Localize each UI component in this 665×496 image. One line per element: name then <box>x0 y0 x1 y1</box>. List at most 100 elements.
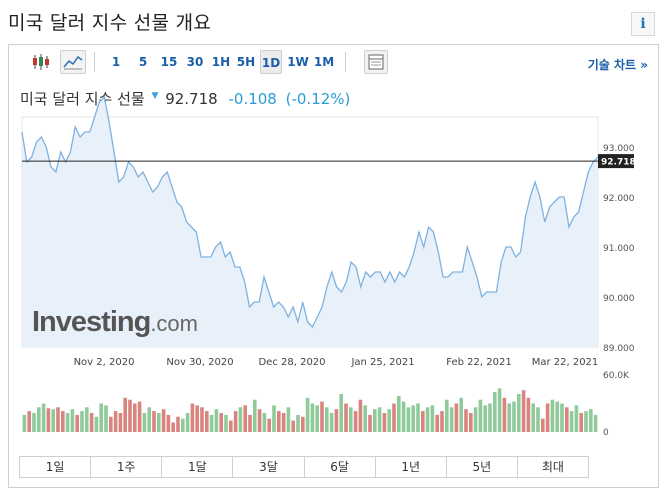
volume-bar <box>368 414 372 432</box>
volume-bar <box>545 403 550 432</box>
interval-15-button[interactable]: 15 <box>160 55 178 69</box>
interval-1m-button[interactable]: 1M <box>313 55 335 69</box>
y-tick-label: 90.000 <box>603 294 635 304</box>
watermark-sub: .com <box>150 311 198 336</box>
volume-bar <box>262 413 267 432</box>
volume-bar <box>387 409 391 432</box>
volume-bar <box>517 394 521 432</box>
volume-bar <box>305 397 310 432</box>
volume-bar <box>574 405 579 432</box>
volume-bar <box>560 403 564 432</box>
range-3m-button[interactable]: 3달 <box>233 457 305 477</box>
page-title: 미국 달러 지수 선물 개요 <box>8 12 212 34</box>
volume-bar <box>339 394 343 432</box>
volume-bar <box>56 407 60 432</box>
volume-bar <box>65 413 70 432</box>
range-1m-button[interactable]: 1달 <box>162 457 234 477</box>
price-change-percent: (-0.12%) <box>285 90 351 108</box>
volume-bar <box>219 413 223 432</box>
line-chart-icon[interactable] <box>60 50 86 74</box>
volume-bar <box>565 407 569 432</box>
range-6m-button[interactable]: 6달 <box>305 457 376 477</box>
candlestick-icon[interactable] <box>28 50 54 74</box>
volume-bar <box>70 409 75 432</box>
range-1y-button[interactable]: 1년 <box>376 457 447 477</box>
interval-5-button[interactable]: 5 <box>138 55 148 69</box>
range-1d-button[interactable]: 1일 <box>20 457 92 477</box>
volume-bar <box>392 403 396 432</box>
range-selector: 1일 1주 1달 3달 6달 1년 5년 최대 <box>19 456 589 478</box>
range-max-button[interactable]: 최대 <box>541 460 564 474</box>
volume-bar <box>411 405 415 432</box>
volume-bar <box>401 401 406 432</box>
down-arrow-icon: ▼ <box>151 91 159 101</box>
volume-bar <box>512 401 516 432</box>
volume-bar <box>41 403 46 432</box>
volume-bar <box>584 411 588 432</box>
volume-bar <box>104 405 108 432</box>
x-tick-label: Nov 2, 2020 <box>74 357 135 368</box>
volume-bar <box>272 405 276 432</box>
volume-bar <box>459 397 463 432</box>
volume-bar <box>550 399 555 432</box>
interval-30-button[interactable]: 30 <box>186 55 204 69</box>
volume-bar <box>128 399 132 432</box>
volume-bar <box>416 403 420 432</box>
volume-bar <box>195 405 199 432</box>
technical-chart-link[interactable]: 기술 차트 » <box>587 58 648 72</box>
volume-bar <box>349 407 353 432</box>
volume-bar <box>224 414 228 432</box>
volume-bar <box>373 409 377 432</box>
volume-bar <box>185 413 190 432</box>
volume-bar <box>296 414 300 432</box>
volume-bar <box>142 413 147 432</box>
info-icon[interactable]: i <box>631 12 655 36</box>
volume-bar <box>157 413 161 432</box>
volume-bar <box>248 414 252 432</box>
volume-bar <box>200 407 204 432</box>
price-area <box>22 97 598 347</box>
volume-bar <box>301 416 305 432</box>
volume-bar <box>493 392 497 432</box>
volume-bar <box>421 411 425 432</box>
volume-bar <box>171 422 175 432</box>
volume-bar <box>382 413 387 432</box>
volume-bar <box>344 403 348 432</box>
interval-1-button[interactable]: 1 <box>111 55 121 69</box>
volume-bar <box>449 407 454 432</box>
quote-header: 미국 달러 지수 선물 ▼ 92.718 -0.108 (-0.12%) <box>20 88 350 109</box>
interval-1w-button[interactable]: 1W <box>287 55 309 69</box>
volume-bar <box>353 411 358 432</box>
volume-bar <box>497 388 502 432</box>
volume-bar <box>406 407 411 432</box>
volume-bar <box>483 405 487 432</box>
watermark-main: Investing <box>32 306 151 338</box>
volume-bar <box>593 414 598 432</box>
volume-bar <box>286 407 291 432</box>
x-tick-label: Dec 28, 2020 <box>258 357 325 368</box>
volume-bar <box>277 411 281 432</box>
interval-1d-button[interactable]: 1D <box>260 50 282 74</box>
volume-bar <box>205 411 209 432</box>
volume-bar <box>233 411 238 432</box>
range-1w-button[interactable]: 1주 <box>91 457 163 477</box>
volume-bar <box>99 403 103 432</box>
volume-bar <box>214 409 219 432</box>
volume-bar <box>478 399 483 432</box>
volume-bar <box>253 399 257 432</box>
range-5y-button[interactable]: 5년 <box>447 457 518 477</box>
volume-bar <box>238 407 243 432</box>
data-table-icon[interactable] <box>364 50 388 74</box>
volume-bar <box>435 414 439 432</box>
volume-y-tick-label: 60.0K <box>603 371 630 381</box>
volume-bar <box>152 411 156 432</box>
volume-bar <box>358 399 363 432</box>
volume-bar <box>147 407 151 432</box>
volume-bar <box>118 413 123 432</box>
interval-1h-button[interactable]: 1H <box>211 55 231 69</box>
volume-bar <box>440 411 444 432</box>
interval-5h-button[interactable]: 5H <box>236 55 256 69</box>
volume-bar <box>555 401 559 432</box>
volume-bar <box>589 409 593 432</box>
